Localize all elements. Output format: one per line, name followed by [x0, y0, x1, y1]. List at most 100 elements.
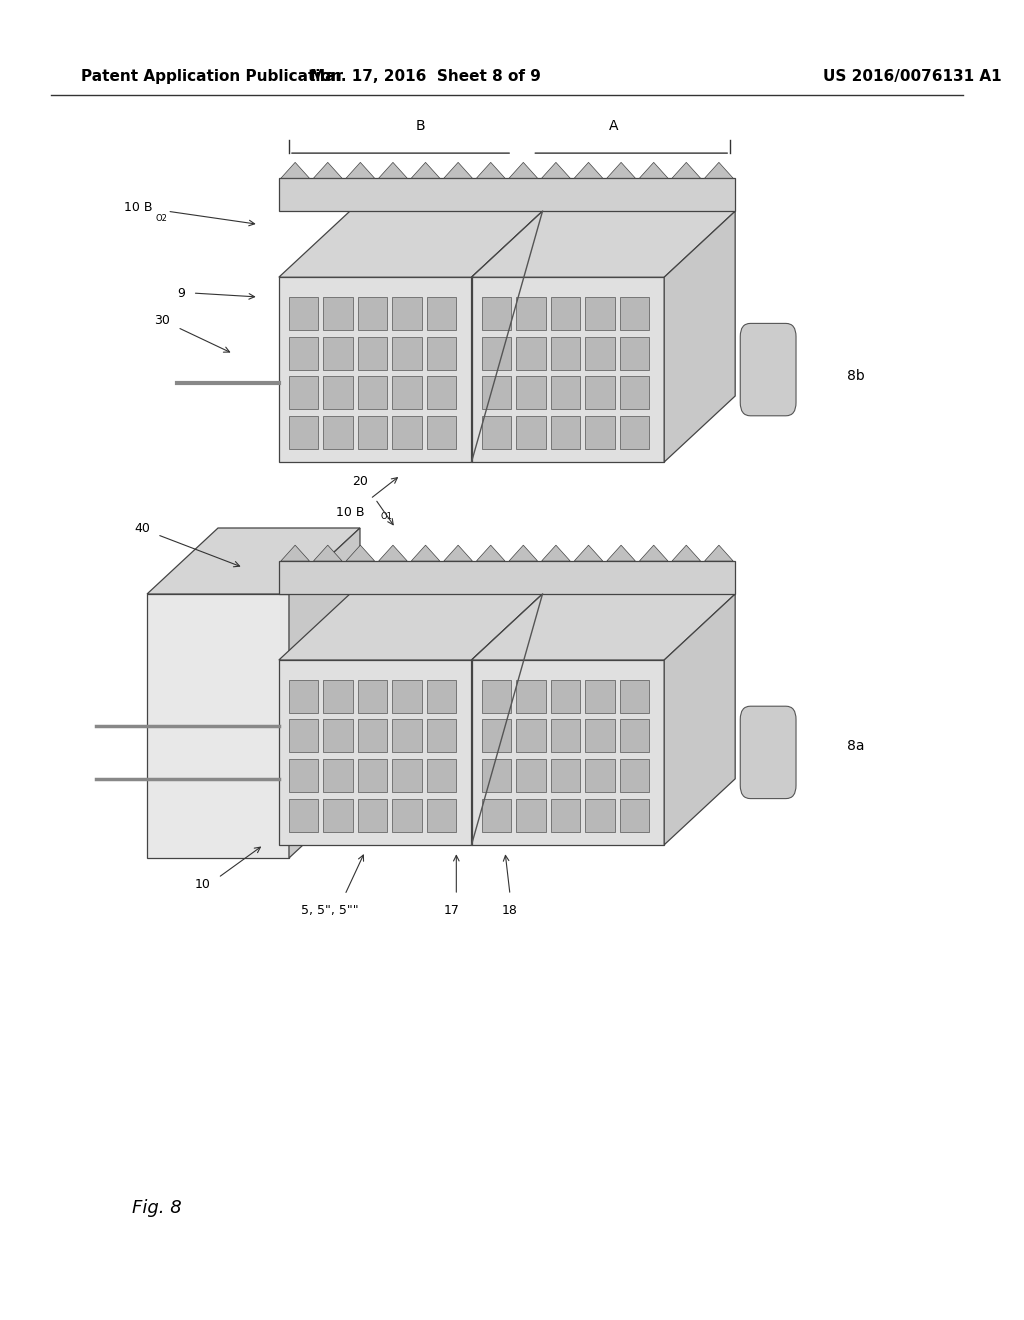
Polygon shape	[509, 162, 538, 178]
Polygon shape	[516, 376, 546, 409]
Polygon shape	[620, 376, 649, 409]
Text: O1: O1	[380, 512, 392, 521]
Polygon shape	[476, 162, 505, 178]
Polygon shape	[551, 759, 580, 792]
Polygon shape	[481, 680, 511, 713]
Polygon shape	[574, 545, 603, 561]
Polygon shape	[620, 337, 649, 370]
Polygon shape	[481, 416, 511, 449]
Polygon shape	[279, 561, 735, 594]
Polygon shape	[427, 719, 457, 752]
Polygon shape	[607, 545, 635, 561]
Polygon shape	[392, 680, 422, 713]
Polygon shape	[471, 211, 543, 462]
Polygon shape	[281, 545, 309, 561]
Polygon shape	[516, 416, 546, 449]
Polygon shape	[313, 545, 342, 561]
Polygon shape	[665, 594, 735, 845]
Polygon shape	[585, 680, 614, 713]
Polygon shape	[392, 799, 422, 832]
Polygon shape	[551, 297, 580, 330]
Text: B: B	[416, 119, 426, 133]
Text: US 2016/0076131 A1: US 2016/0076131 A1	[823, 69, 1001, 84]
Polygon shape	[358, 416, 387, 449]
Polygon shape	[289, 719, 318, 752]
Polygon shape	[289, 416, 318, 449]
Polygon shape	[281, 162, 309, 178]
Polygon shape	[585, 759, 614, 792]
Polygon shape	[471, 277, 665, 462]
Polygon shape	[585, 297, 614, 330]
Polygon shape	[324, 416, 353, 449]
Polygon shape	[324, 799, 353, 832]
Text: Fig. 8: Fig. 8	[132, 1199, 181, 1217]
Text: 9: 9	[178, 286, 185, 300]
Polygon shape	[427, 799, 457, 832]
Polygon shape	[471, 660, 665, 845]
Polygon shape	[542, 545, 570, 561]
Polygon shape	[324, 680, 353, 713]
Polygon shape	[471, 211, 735, 277]
Polygon shape	[585, 337, 614, 370]
Polygon shape	[639, 545, 668, 561]
Polygon shape	[585, 799, 614, 832]
Polygon shape	[509, 545, 538, 561]
Polygon shape	[481, 799, 511, 832]
Polygon shape	[551, 416, 580, 449]
Polygon shape	[620, 719, 649, 752]
Text: A: A	[608, 119, 618, 133]
Text: 18: 18	[502, 904, 518, 917]
Polygon shape	[516, 680, 546, 713]
Text: Mar. 17, 2016  Sheet 8 of 9: Mar. 17, 2016 Sheet 8 of 9	[310, 69, 542, 84]
Polygon shape	[279, 178, 735, 211]
Polygon shape	[358, 297, 387, 330]
Polygon shape	[516, 719, 546, 752]
Polygon shape	[705, 545, 733, 561]
Polygon shape	[551, 376, 580, 409]
Polygon shape	[672, 162, 700, 178]
Polygon shape	[585, 719, 614, 752]
Polygon shape	[289, 297, 318, 330]
Text: 10: 10	[195, 878, 211, 891]
Polygon shape	[279, 594, 543, 660]
Polygon shape	[705, 162, 733, 178]
Polygon shape	[672, 545, 700, 561]
Polygon shape	[516, 337, 546, 370]
Polygon shape	[289, 337, 318, 370]
Text: 10 B: 10 B	[336, 506, 365, 519]
Polygon shape	[551, 680, 580, 713]
Text: 20: 20	[352, 475, 368, 488]
Polygon shape	[147, 594, 289, 858]
Polygon shape	[392, 297, 422, 330]
Polygon shape	[551, 337, 580, 370]
Polygon shape	[289, 376, 318, 409]
Polygon shape	[620, 759, 649, 792]
Text: O2: O2	[156, 214, 167, 223]
Polygon shape	[379, 162, 408, 178]
Polygon shape	[585, 416, 614, 449]
Polygon shape	[620, 799, 649, 832]
Polygon shape	[585, 376, 614, 409]
Polygon shape	[358, 680, 387, 713]
Polygon shape	[481, 376, 511, 409]
Polygon shape	[324, 759, 353, 792]
Text: 40: 40	[134, 521, 151, 535]
Text: 17: 17	[443, 904, 459, 917]
Polygon shape	[392, 376, 422, 409]
Polygon shape	[471, 594, 735, 660]
Polygon shape	[279, 277, 471, 462]
Polygon shape	[620, 680, 649, 713]
Polygon shape	[358, 799, 387, 832]
Polygon shape	[412, 545, 439, 561]
Polygon shape	[476, 545, 505, 561]
Polygon shape	[392, 759, 422, 792]
Polygon shape	[289, 528, 360, 858]
Polygon shape	[358, 376, 387, 409]
Polygon shape	[346, 545, 375, 561]
Polygon shape	[542, 162, 570, 178]
Polygon shape	[279, 211, 543, 277]
Polygon shape	[471, 594, 543, 845]
Polygon shape	[481, 337, 511, 370]
Polygon shape	[427, 376, 457, 409]
Polygon shape	[392, 719, 422, 752]
